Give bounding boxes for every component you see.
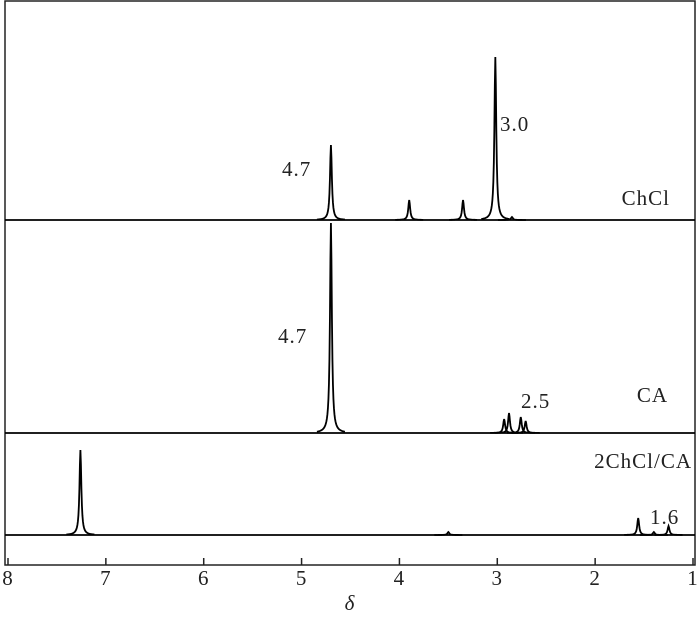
annotation: 4.7 <box>278 324 307 348</box>
annotation: 1.6 <box>650 505 679 529</box>
x-tick-label: 1 <box>687 566 699 590</box>
x-tick-label: 6 <box>198 566 210 590</box>
peak <box>511 420 540 434</box>
peak <box>66 449 95 536</box>
x-tick-label: 4 <box>394 566 406 590</box>
x-tick-label: 2 <box>589 566 601 590</box>
peak <box>395 199 424 221</box>
x-tick-label: 5 <box>296 566 308 590</box>
series-label: ChCl <box>622 186 670 210</box>
annotation: 4.7 <box>282 157 311 181</box>
peak <box>434 530 463 536</box>
peak <box>490 418 519 434</box>
series-label: CA <box>637 383 668 407</box>
peak <box>449 199 478 221</box>
x-axis-label: δ <box>345 591 356 615</box>
x-tick-label: 8 <box>2 566 14 590</box>
annotation: 2.5 <box>521 389 550 413</box>
plot-frame <box>4 0 696 566</box>
x-tick-label: 7 <box>100 566 112 590</box>
series-label: 2ChCl/CA <box>594 449 692 473</box>
peak <box>624 517 653 536</box>
x-tick-label: 3 <box>492 566 504 590</box>
peak <box>497 215 526 221</box>
peak <box>316 144 345 221</box>
peak <box>481 56 510 220</box>
annotation: 3.0 <box>500 112 529 136</box>
peak <box>654 523 683 536</box>
peak <box>316 222 346 433</box>
